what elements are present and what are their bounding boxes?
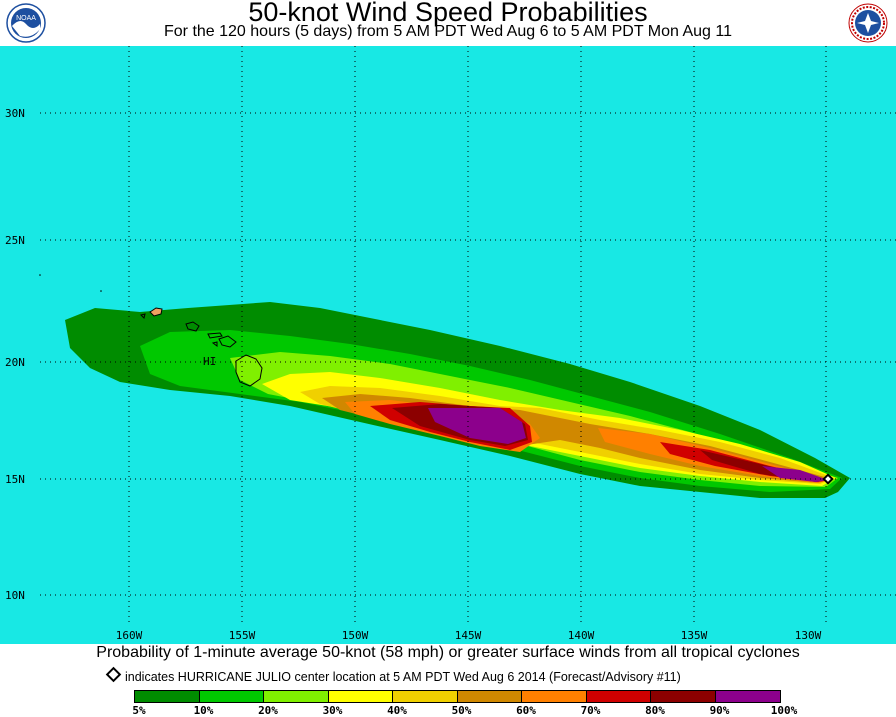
kauai-island — [149, 307, 163, 317]
lon-label-140w: 140W — [568, 629, 595, 642]
diamond-marker-icon — [105, 666, 122, 683]
legend-tick-label: 5% — [132, 704, 146, 717]
legend-tick-label: 100% — [770, 704, 798, 717]
legend-tick-label: 90% — [709, 704, 730, 717]
legend-tick-label: 20% — [258, 704, 278, 717]
oahu-island — [185, 321, 200, 332]
marker-note: indicates HURRICANE JULIO center locatio… — [105, 666, 681, 685]
nws-logo-icon — [848, 3, 888, 43]
legend-swatch — [522, 691, 587, 702]
lon-label-150w: 150W — [342, 629, 369, 642]
lat-label-25n: 25N — [5, 234, 25, 247]
legend-swatch — [715, 691, 780, 702]
legend-swatch — [457, 691, 522, 702]
legend-tick-label: 50% — [451, 704, 472, 717]
lon-label-155w: 155W — [229, 629, 256, 642]
hurricane-center-marker — [822, 473, 834, 485]
lat-label-15n: 15N — [5, 473, 25, 486]
lon-label-160w: 160W — [116, 629, 143, 642]
longitude-labels: 160W 155W 150W 145W 140W 135W 130W — [116, 629, 822, 642]
hawaiian-islands: HI — [39, 274, 263, 387]
page-title: 50-knot Wind Speed Probabilities — [248, 0, 648, 27]
legend-tick-label: 80% — [645, 704, 665, 717]
svg-text:NOAA: NOAA — [16, 15, 36, 22]
page-subtitle: For the 120 hours (5 days) from 5 AM PDT… — [164, 23, 732, 40]
legend-tick-label: 40% — [387, 704, 407, 717]
legend-swatch — [651, 691, 716, 702]
lat-label-10n: 10N — [5, 589, 25, 602]
legend-swatch — [199, 691, 264, 702]
probability-swath — [65, 302, 850, 498]
legend-tick-label: 60% — [516, 704, 536, 717]
legend-swatch — [135, 691, 200, 702]
marker-note-text: indicates HURRICANE JULIO center locatio… — [125, 670, 681, 684]
legend-swatch — [393, 691, 458, 702]
graticule — [40, 46, 896, 626]
legend-swatch — [586, 691, 651, 702]
niihau-island — [140, 313, 146, 319]
molokai-island — [207, 332, 223, 339]
map-description: Probability of 1-minute average 50-knot … — [96, 644, 800, 661]
probability-legend — [134, 690, 781, 703]
big-island — [235, 354, 263, 387]
legend-swatch — [264, 691, 329, 702]
lon-label-145w: 145W — [455, 629, 482, 642]
footer: Probability of 1-minute average 50-knot … — [0, 644, 896, 717]
lon-label-130w: 130W — [795, 629, 822, 642]
legend-tick-label: 10% — [193, 704, 214, 717]
header: NOAA 50-knot Wind Speed Probabilities Fo… — [0, 0, 896, 46]
hawaii-label: HI — [203, 355, 216, 368]
lanai-island — [211, 341, 218, 347]
noaa-logo-icon: NOAA — [6, 3, 46, 43]
contour-90 — [428, 408, 828, 482]
lat-label-20n: 20N — [5, 356, 25, 369]
latitude-labels: 30N 25N 20N 15N 10N — [5, 107, 25, 602]
lon-label-135w: 135W — [681, 629, 708, 642]
probability-map: HI 30N 25N 20N 15N 10N — [0, 46, 896, 644]
maui-island — [218, 335, 237, 348]
lat-label-30n: 30N — [5, 107, 25, 120]
legend-swatch — [328, 691, 393, 702]
map-canvas: HI 30N 25N 20N 15N 10N — [5, 46, 896, 642]
legend-tick-label: 30% — [322, 704, 343, 717]
legend-tick-label: 70% — [580, 704, 601, 717]
